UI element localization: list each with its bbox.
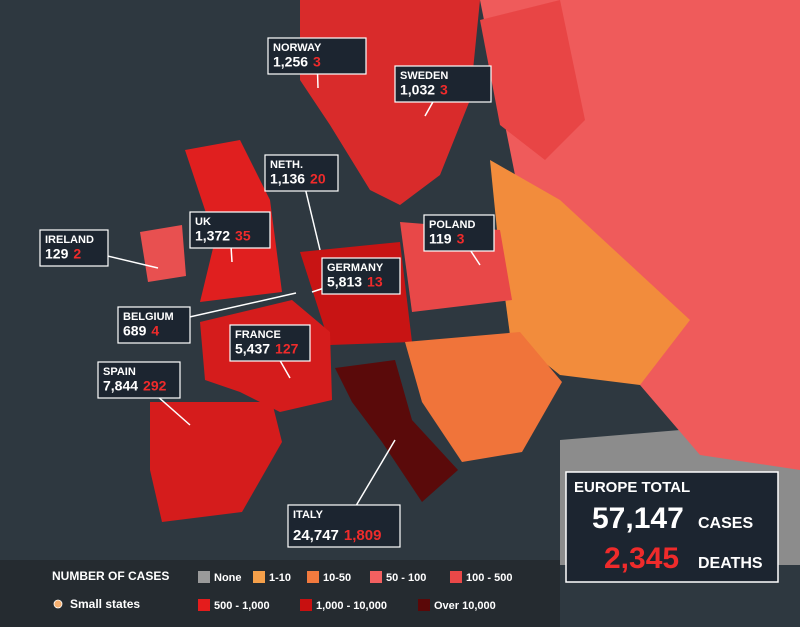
legend: NUMBER OF CASES Small states None 1-10 10-50… (0, 560, 560, 627)
cases: 1,256 (273, 54, 308, 70)
legend-swatch (418, 599, 430, 611)
deaths: 3 (313, 54, 321, 70)
balkans (405, 332, 562, 462)
country-name: ITALY (293, 509, 324, 521)
cases: 1,372 (195, 228, 230, 244)
legend-swatch (307, 571, 319, 583)
country-name: IRELAND (45, 234, 94, 246)
legend-label: 1,000 - 10,000 (316, 600, 387, 612)
cases: 7,844 (103, 378, 138, 394)
cases: 129 (45, 246, 69, 262)
country-name: NETH. (270, 159, 303, 171)
total-cases: 57,147 (592, 502, 684, 535)
cases: 1,136 (270, 171, 305, 187)
east (490, 160, 690, 385)
callout-box (287, 504, 401, 548)
legend-label: 500 - 1,000 (214, 600, 270, 612)
country-name: SWEDEN (400, 70, 448, 82)
legend-label: Over 10,000 (434, 600, 496, 612)
legend-swatch (253, 571, 265, 583)
callout-box (423, 214, 495, 252)
legend-swatch (300, 599, 312, 611)
italy (335, 360, 458, 502)
total-box: EUROPE TOTAL 57,147 CASES 2,345 DEATHS (565, 471, 779, 583)
cases: 1,032 (400, 82, 435, 98)
country-name: BELGIUM (123, 311, 174, 323)
callout-box (321, 257, 401, 295)
total-deaths: 2,345 (604, 542, 679, 575)
cases: 5,813 (327, 274, 362, 290)
deaths: 35 (235, 228, 251, 244)
ireland (140, 225, 186, 282)
callout: UK1,372 35 (189, 211, 271, 263)
country-name: SPAIN (103, 366, 136, 378)
callout: NETH.1,136 20 (264, 154, 339, 251)
callout-box (264, 154, 339, 192)
country-name: POLAND (429, 219, 476, 231)
deaths: 3 (457, 231, 465, 247)
deaths: 127 (275, 341, 299, 357)
deaths-label: DEATHS (698, 555, 763, 572)
legend-swatch (198, 571, 210, 583)
deaths: 13 (367, 274, 383, 290)
total-title: EUROPE TOTAL (574, 479, 690, 496)
finland (480, 0, 585, 160)
callout: ITALY 24,747 1,809 (287, 439, 401, 548)
total-box (565, 471, 779, 583)
callout-box (267, 37, 367, 75)
legend-swatch (450, 571, 462, 583)
legend-swatch (370, 571, 382, 583)
cases: 5,437 (235, 341, 270, 357)
cases: 689 (123, 323, 147, 339)
legend-label: 50 - 100 (386, 572, 426, 584)
country-name: GERMANY (327, 262, 384, 274)
legend-swatch (198, 599, 210, 611)
legend-title: NUMBER OF CASES (52, 569, 169, 583)
callout-box (97, 361, 181, 399)
deaths: 2 (73, 246, 81, 262)
legend-label: 1-10 (269, 572, 291, 584)
small-state-dot (53, 599, 63, 609)
callout-box (229, 324, 311, 362)
cases: 24,747 (293, 527, 339, 544)
small-states-label: Small states (70, 597, 140, 611)
legend-label: None (214, 572, 242, 584)
callout-box (117, 306, 191, 344)
country-name: UK (195, 216, 211, 228)
deaths: 20 (310, 171, 326, 187)
legend-band (0, 560, 560, 627)
deaths: 4 (151, 323, 159, 339)
legend-label: 10-50 (323, 572, 351, 584)
spain (150, 402, 282, 522)
deaths: 3 (440, 82, 448, 98)
cases-label: CASES (698, 515, 753, 532)
country-name: FRANCE (235, 329, 281, 341)
deaths: 1,809 (344, 527, 382, 544)
deaths: 292 (143, 378, 167, 394)
callout-box (394, 65, 492, 103)
country-name: NORWAY (273, 42, 322, 54)
callout-box (189, 211, 271, 249)
legend-label: 100 - 500 (466, 572, 512, 584)
cases: 119 (429, 231, 452, 247)
callout-box (39, 229, 109, 267)
